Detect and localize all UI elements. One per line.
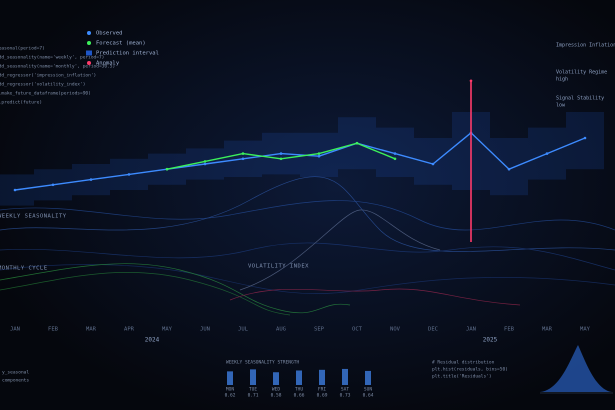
x-tick-label: MAR <box>542 327 553 333</box>
year-label: 2024 <box>145 337 160 344</box>
series-line <box>14 131 586 191</box>
x-tick-label: FEB <box>48 327 59 333</box>
bar-value: 0.73 <box>340 393 351 399</box>
bar <box>296 370 302 385</box>
bar <box>319 369 325 385</box>
x-tick-label: MAY <box>162 327 173 333</box>
legend-swatch <box>87 41 91 45</box>
code-line: y_seasonal <box>2 370 29 376</box>
wave-decor <box>0 176 615 316</box>
series-point <box>431 162 435 166</box>
series-point <box>279 152 283 155</box>
legend-swatch <box>86 50 92 56</box>
code-line: plt.hist(residuals, bins=50) <box>432 367 508 373</box>
series-point <box>545 152 549 155</box>
series-point <box>241 152 245 155</box>
series-point <box>469 79 473 83</box>
code-line: add_seasonality(name='weekly', period=7) <box>0 55 104 61</box>
bar-value: 0.66 <box>294 393 305 399</box>
legend-swatch <box>87 61 91 65</box>
bar-value: 0.62 <box>225 393 236 399</box>
bar <box>273 372 279 385</box>
bar-value: 0.71 <box>248 393 259 399</box>
bar-title: WEEKLY SEASONALITY STRENGTH <box>226 360 299 366</box>
overlay-label: MONTHLY CYCLE <box>0 266 48 272</box>
series-point <box>317 152 321 155</box>
series-point <box>241 157 245 161</box>
bar-category: SUN <box>364 387 372 393</box>
code-line: add_seasonality(name='monthly', period=3… <box>0 64 115 70</box>
bar <box>365 370 371 385</box>
x-tick-label: JAN <box>466 327 476 333</box>
series-point <box>203 160 207 163</box>
bar <box>227 371 233 385</box>
x-tick-label: JUN <box>200 327 210 333</box>
series-point <box>507 167 511 171</box>
interval-band <box>566 112 604 170</box>
code-line: m.make_future_dataframe(periods=90) <box>0 91 91 97</box>
bar-category: THU <box>295 387 303 393</box>
residual-histogram-decor <box>540 345 612 392</box>
x-tick-label: MAR <box>86 327 97 333</box>
legend-label: Observed <box>96 31 123 37</box>
series-point <box>203 162 207 166</box>
series-point <box>13 188 17 192</box>
series-point <box>279 157 283 161</box>
overlay-label: WEEKLY SEASONALITY <box>0 214 67 220</box>
legend-swatch <box>87 31 91 35</box>
bar-value: 0.69 <box>317 393 328 399</box>
x-tick-label: APR <box>124 327 135 333</box>
bar-value: 0.58 <box>271 393 282 399</box>
series-point <box>393 152 397 155</box>
x-tick-label: AUG <box>276 327 286 333</box>
panel-label: high <box>556 77 568 83</box>
x-tick-label: JUL <box>238 327 249 333</box>
panel-label: Volatility Regime <box>556 70 607 76</box>
bar-category: MON <box>226 387 234 393</box>
x-tick-label: FEB <box>504 327 515 333</box>
series-point <box>89 178 93 181</box>
panel-label: Impression Inflation <box>556 43 615 49</box>
interval-band <box>376 127 414 177</box>
interval-band <box>490 138 528 196</box>
code-line: add_regressor('impression_inflation') <box>0 73 96 79</box>
bar-category: FRI <box>318 387 326 393</box>
x-tick-label: MAY <box>580 327 591 333</box>
x-tick-label: DEC <box>428 327 438 333</box>
panel-label: Signal Stability <box>556 96 604 102</box>
series-point <box>393 157 397 161</box>
series-point <box>355 141 359 145</box>
series-point <box>583 136 587 140</box>
legend-label: Anomaly <box>96 61 120 67</box>
code-line: # Residual distribution <box>432 360 495 366</box>
panel-label: low <box>556 103 566 109</box>
bar-category: SAT <box>341 387 349 393</box>
series-point <box>165 167 169 171</box>
code-line: seasonal(period=7) <box>0 46 45 52</box>
x-tick-label: OCT <box>352 327 363 333</box>
x-tick-label: NOV <box>390 327 401 333</box>
code-line: plt.title('Residuals') <box>432 374 492 380</box>
year-label: 2025 <box>483 337 498 344</box>
bar <box>342 368 348 385</box>
series-point <box>127 173 131 176</box>
x-tick-label: JAN <box>10 327 20 333</box>
overlay-label: VOLATILITY INDEX <box>248 264 309 270</box>
bar-value: 0.64 <box>363 393 374 399</box>
interval-band <box>414 138 452 185</box>
code-line: m.predict(future) <box>0 100 42 106</box>
bar <box>250 369 256 385</box>
series-point <box>51 183 55 187</box>
code-line: components <box>2 378 29 384</box>
legend-label: Forecast (mean) <box>96 41 146 47</box>
legend-label: Prediction interval <box>96 51 159 57</box>
code-line: add_regressor('volatility_index') <box>0 82 85 88</box>
x-tick-label: SEP <box>314 327 325 333</box>
bar-category: WED <box>272 387 280 393</box>
series-point <box>317 154 321 158</box>
bar-category: TUE <box>249 387 257 393</box>
